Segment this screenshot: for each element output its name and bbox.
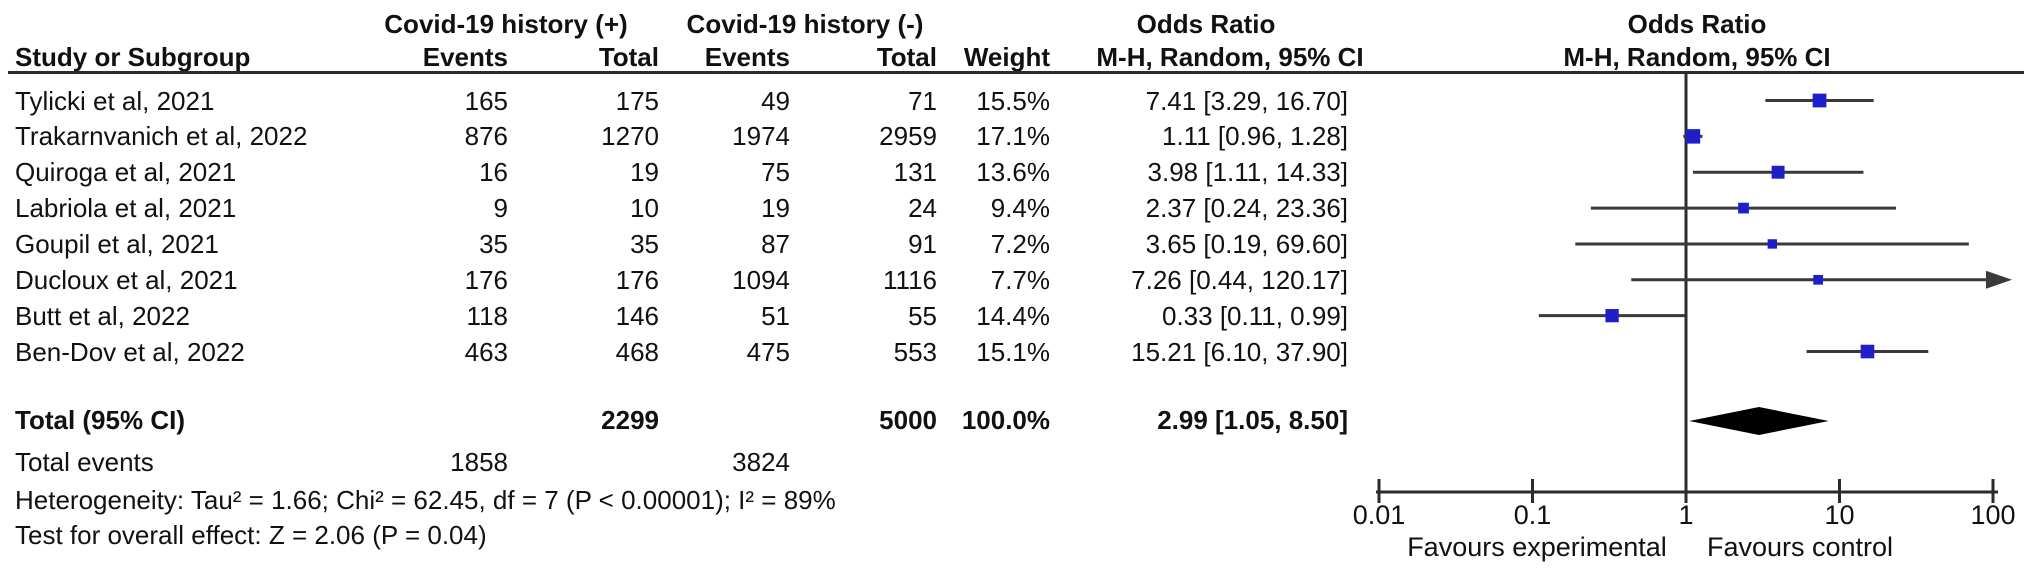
events-pos-value: 165 [464,86,508,116]
or-ci-value: 1.11 [0.96, 1.28] [1162,121,1348,151]
effect-square [1771,165,1785,179]
column-header-total-pos: Total [598,42,659,72]
effect-square [1813,274,1824,285]
study-name: Goupil et al, 2021 [15,229,219,259]
total-events-label: Total events [15,447,154,477]
events-pos-value: 16 [479,157,508,187]
effect-square [1812,93,1827,108]
study-name: Tylicki et al, 2021 [15,86,215,116]
total-neg-value: 71 [908,86,937,116]
x-axis-tick-label: 100 [1970,500,2015,530]
events-pos-value: 35 [479,229,508,259]
total-neg-value: 2959 [879,121,937,151]
effect-square [1767,239,1778,249]
column-header-events-neg: Events [704,42,790,72]
weight-value: 7.2% [990,229,1050,259]
events-neg-value: 1974 [732,121,790,151]
total-weight-value: 100.0% [961,405,1050,435]
column-header-study: Study or Subgroup [15,42,251,72]
study-name: Quiroga et al, 2021 [15,157,237,187]
study-name: Ducloux et al, 2021 [15,265,238,295]
events-neg-value: 75 [761,157,790,187]
or-ci-value: 3.65 [0.19, 69.60] [1145,229,1348,259]
header-divider-line [8,71,2024,74]
or-ci-value: 0.33 [0.11, 0.99] [1162,301,1348,331]
events-neg-value: 1094 [732,265,790,295]
weight-value: 9.4% [990,193,1050,223]
total-pos-value: 2299 [601,405,659,435]
ci-arrow-right [1986,270,2012,289]
study-name: Trakarnvanich et al, 2022 [15,121,308,151]
x-axis-tick-label: 0.1 [1514,500,1552,530]
total-events-neg-value: 3824 [732,447,790,477]
or-column-title: Odds Ratio [1136,9,1276,39]
group-header-covid-negative: Covid-19 history (-) [686,9,924,39]
study-name: Butt et al, 2022 [15,301,190,331]
total-pos-value: 19 [630,157,659,187]
events-neg-value: 19 [761,193,790,223]
total-neg-value: 24 [908,193,937,223]
plot-column-title: Odds Ratio [1627,9,1767,39]
events-pos-value: 463 [464,337,508,367]
total-neg-value: 55 [908,301,937,331]
total-pos-value: 10 [630,193,659,223]
effect-square [1860,344,1875,359]
favours-right-label: Favours control [1707,532,1893,562]
events-pos-value: 118 [466,301,508,331]
column-header-weight: Weight [963,42,1050,72]
group-header-covid-positive: Covid-19 history (+) [384,9,628,39]
total-neg-value: 553 [893,337,937,367]
events-neg-value: 51 [761,301,790,331]
total-neg-value: 131 [893,157,937,187]
total-pos-value: 176 [615,265,659,295]
or-ci-value: 3.98 [1.11, 14.33] [1147,157,1348,187]
overall-effect-stats: Test for overall effect: Z = 2.06 (P = 0… [15,520,487,550]
events-pos-value: 176 [464,265,508,295]
plot-header-or-method: M-H, Random, 95% CI [1563,42,1831,72]
weight-value: 15.1% [976,337,1050,367]
effect-square [1685,129,1701,144]
weight-value: 13.6% [976,157,1050,187]
events-neg-value: 475 [746,337,790,367]
or-ci-value: 7.41 [3.29, 16.70] [1145,86,1348,116]
events-neg-value: 87 [761,229,790,259]
favours-left-label: Favours experimental [1407,532,1667,562]
weight-value: 14.4% [976,301,1050,331]
x-axis-tick-label: 0.01 [1353,500,1406,530]
total-pos-value: 175 [615,86,659,116]
column-header-total-neg: Total [876,42,937,72]
pooled-effect-diamond [1689,407,1829,435]
effect-square [1738,202,1749,214]
total-row-label: Total (95% CI) [15,405,185,435]
or-ci-value: 15.21 [6.10, 37.90] [1131,337,1348,367]
events-pos-value: 876 [464,121,508,151]
x-axis-tick-label: 1 [1678,500,1693,530]
total-neg-value: 5000 [879,405,937,435]
weight-value: 17.1% [976,121,1050,151]
heterogeneity-stats: Heterogeneity: Tau² = 1.66; Chi² = 62.45… [15,485,836,515]
events-pos-value: 9 [493,193,508,223]
study-name: Ben-Dov et al, 2022 [15,337,245,367]
total-or-value: 2.99 [1.05, 8.50] [1157,405,1348,435]
effect-square [1605,309,1619,323]
total-pos-value: 146 [615,301,659,331]
events-neg-value: 49 [761,86,790,116]
or-ci-value: 2.37 [0.24, 23.36] [1145,193,1348,223]
column-header-events-pos: Events [422,42,508,72]
column-header-or-method: M-H, Random, 95% CI [1096,42,1364,72]
total-pos-value: 35 [630,229,659,259]
weight-value: 15.5% [976,86,1050,116]
total-pos-value: 1270 [601,121,659,151]
or-ci-value: 7.26 [0.44, 120.17] [1131,265,1348,295]
total-neg-value: 1116 [883,265,937,295]
total-pos-value: 468 [615,337,659,367]
x-axis-tick-label: 10 [1824,500,1854,530]
weight-value: 7.7% [990,265,1050,295]
total-events-pos-value: 1858 [450,447,508,477]
total-neg-value: 91 [908,229,937,259]
study-name: Labriola et al, 2021 [15,193,237,223]
